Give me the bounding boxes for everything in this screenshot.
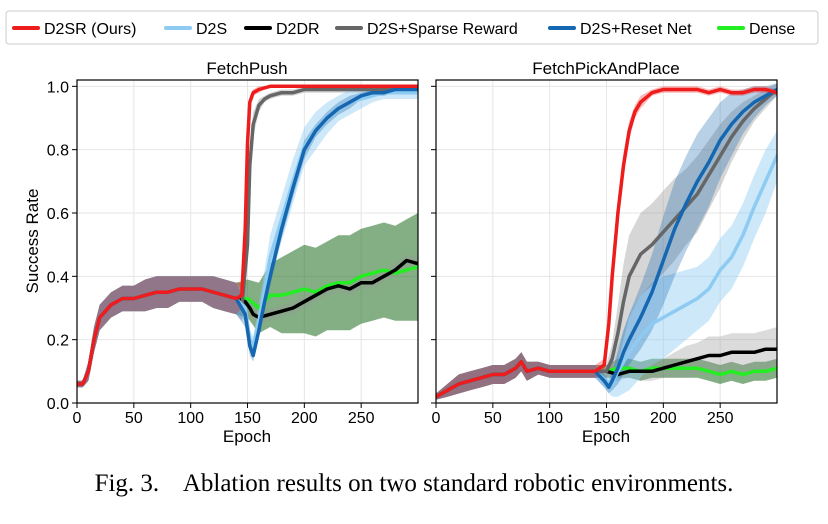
legend-entry-d2s-reset-net: D2S+Reset Net <box>548 21 692 38</box>
band-d2s-sparse-reward <box>436 83 777 400</box>
legend: D2SR (Ours) D2S D2DR D2S+Sparse Reward D… <box>5 10 819 45</box>
y-tick-label: 0.4 <box>47 269 69 286</box>
plot-area <box>77 84 418 388</box>
x-tick-label: 150 <box>234 410 261 427</box>
legend-label: D2SR (Ours) <box>44 21 136 38</box>
chart-title: FetchPickAndPlace <box>532 59 679 78</box>
figure: D2SR (Ours) D2S D2DR D2S+Sparse Reward D… <box>5 10 819 446</box>
band-d2s-reset-net <box>436 83 777 400</box>
legend-label: D2DR <box>276 21 320 38</box>
y-tick-label: 0.0 <box>47 396 69 413</box>
x-tick-label: 0 <box>432 410 441 427</box>
y-tick-label: 0.6 <box>47 206 69 223</box>
legend-label: D2S+Sparse Reward <box>367 21 518 38</box>
y-axis-label: Success Rate <box>23 189 42 294</box>
legend-label: D2S <box>196 21 227 38</box>
plot-area <box>436 83 777 400</box>
band-d2dr <box>436 327 777 400</box>
figure-caption: Fig. 3. Ablation results on two standard… <box>0 470 828 498</box>
legend-entry-d2s: D2S <box>164 21 227 38</box>
y-tick-label: 0.8 <box>47 143 69 160</box>
legend-entry-dense: Dense <box>717 21 795 38</box>
caption-label: Fig. 3. <box>94 470 160 497</box>
legend-frame <box>5 10 819 45</box>
y-tick-label: 1.0 <box>47 79 69 96</box>
x-tick-label: 50 <box>484 410 502 427</box>
x-tick-label: 250 <box>348 410 375 427</box>
x-axis-label: Epoch <box>582 427 630 446</box>
x-axis-label: Epoch <box>223 427 271 446</box>
x-tick-label: 50 <box>125 410 143 427</box>
series-line-d2sr-ours- <box>436 87 777 399</box>
chart-fetchpickandplace: FetchPickAndPlace Epoch 0 50 100 150 200 250 <box>431 59 778 446</box>
x-tick-label: 200 <box>650 410 677 427</box>
x-tick-label: 200 <box>291 410 318 427</box>
band-d2s <box>436 130 777 400</box>
x-tick-label: 0 <box>73 410 82 427</box>
series-line-d2sr-ours- <box>77 84 418 386</box>
x-tick-label: 100 <box>177 410 204 427</box>
chart-title: FetchPush <box>206 59 287 78</box>
legend-entry-d2sr: D2SR (Ours) <box>12 21 136 38</box>
caption-text: Ablation results on two standard robotic… <box>182 470 734 497</box>
x-tick-label: 150 <box>593 410 620 427</box>
legend-entry-d2dr: D2DR <box>244 21 320 38</box>
legend-entry-d2s-sparse-reward: D2S+Sparse Reward <box>335 21 518 38</box>
x-tick-label: 100 <box>536 410 563 427</box>
x-tick-label: 250 <box>707 410 734 427</box>
legend-label: Dense <box>749 21 795 38</box>
y-tick-label: 0.2 <box>47 333 69 350</box>
caption-spacer <box>159 470 183 497</box>
legend-label: D2S+Reset Net <box>580 21 692 38</box>
chart-fetchpush: FetchPush Success Rate Epoch 0 50 100 150 20… <box>23 59 419 446</box>
